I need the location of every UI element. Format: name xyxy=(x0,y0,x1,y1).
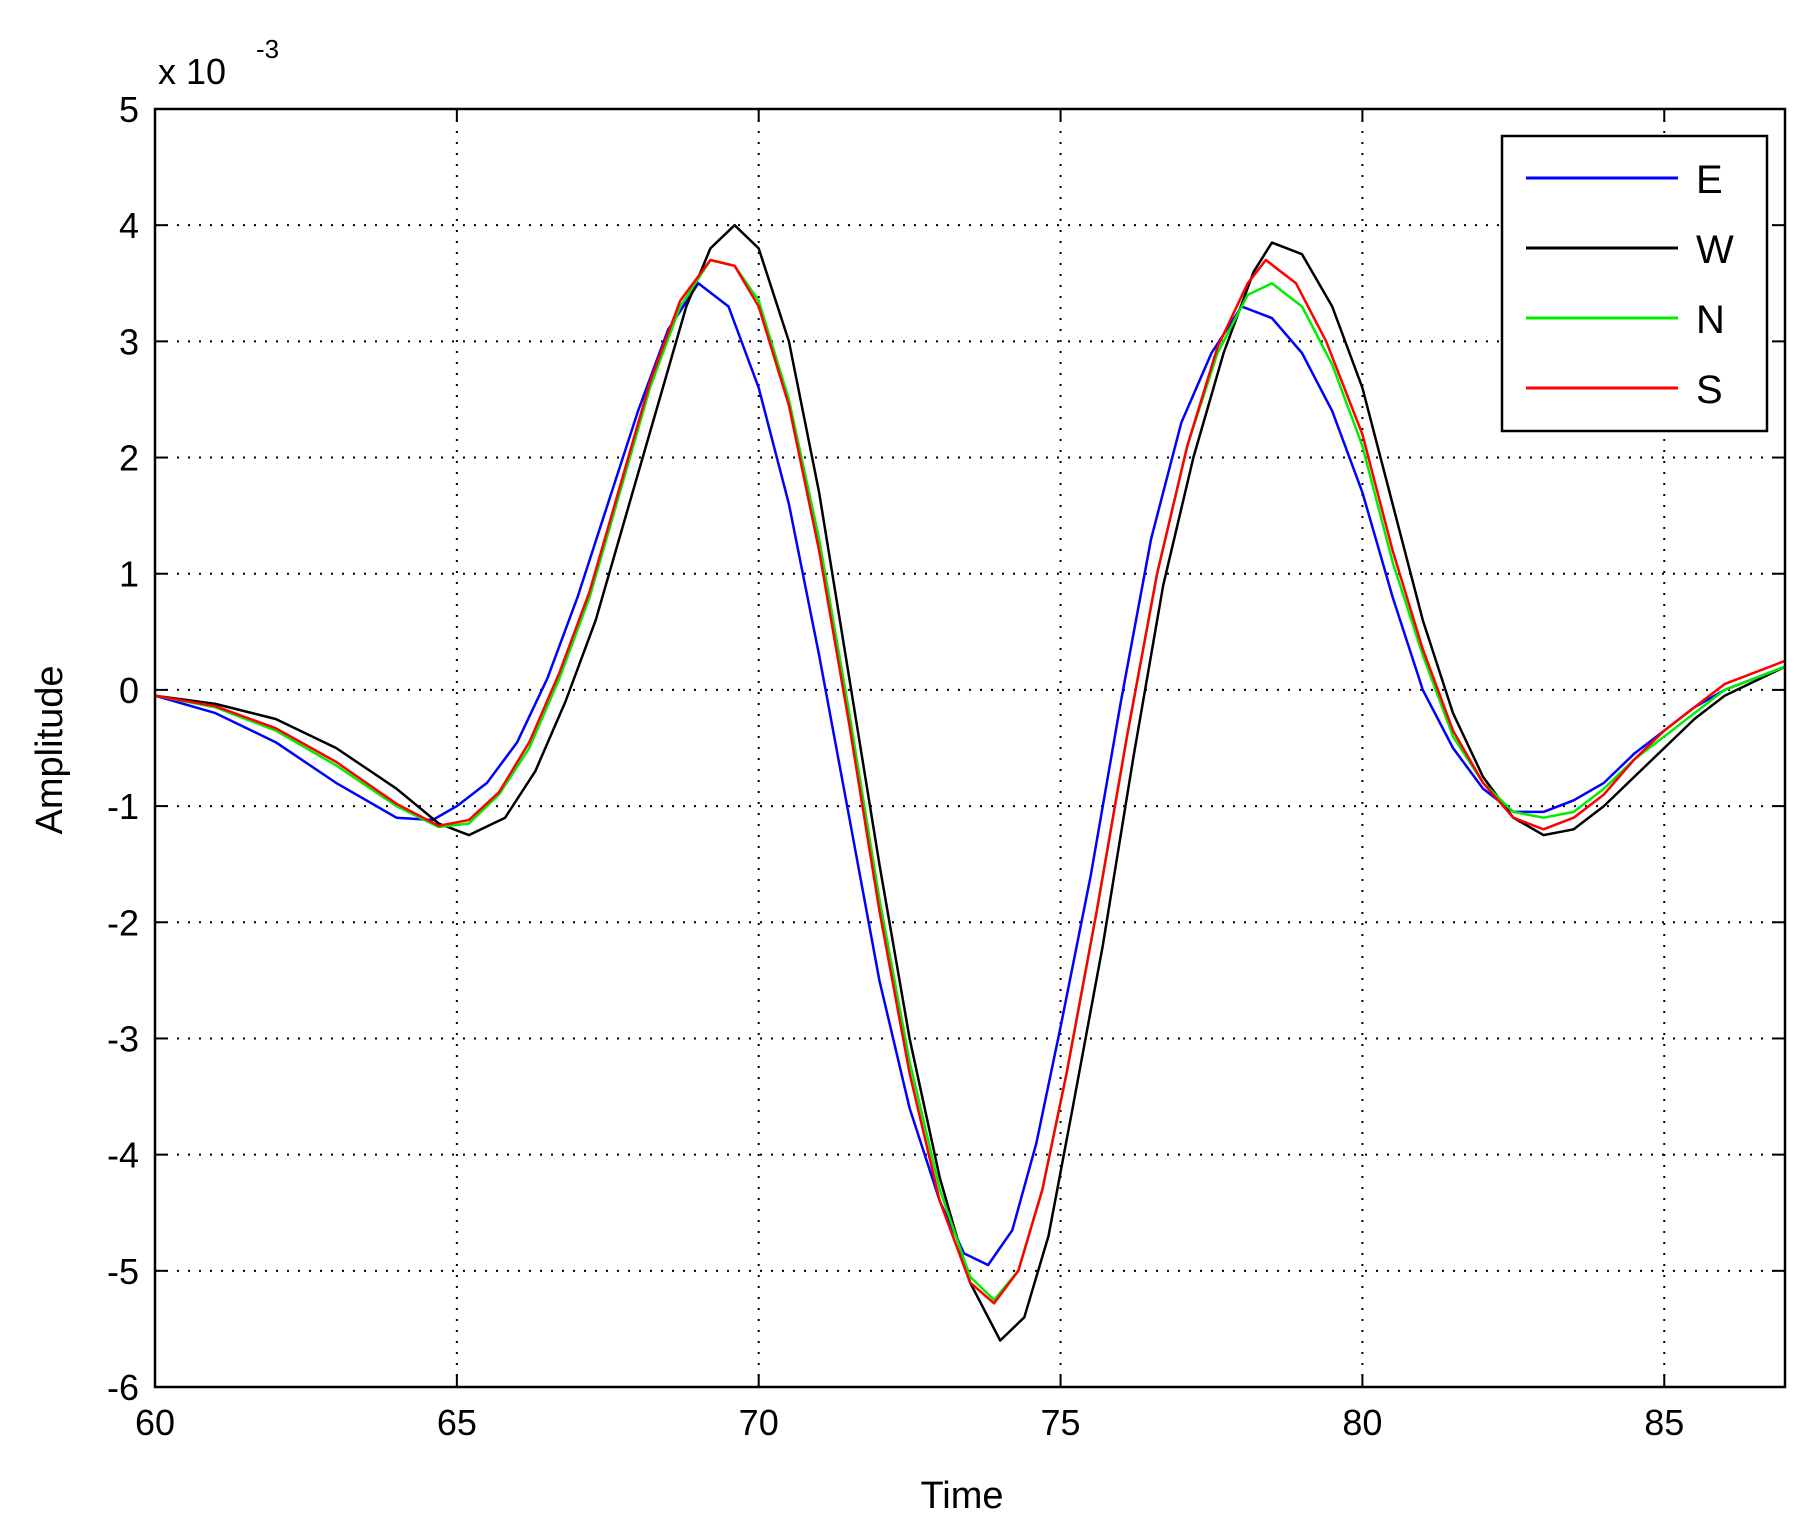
legend-label-S: S xyxy=(1696,368,1723,412)
x-axis-ticks: 60 65 70 75 80 85 xyxy=(135,109,1684,1443)
x-axis-label: Time xyxy=(920,1475,1003,1517)
y-tick-label: 4 xyxy=(119,205,139,246)
y-tick-label: 3 xyxy=(119,321,139,362)
x-tick-label: 70 xyxy=(739,1402,779,1443)
y-tick-label: -6 xyxy=(107,1367,139,1408)
series-group xyxy=(154,223,1786,1342)
y-tick-label: -1 xyxy=(107,786,139,827)
y-tick-label: 0 xyxy=(119,670,139,711)
y-tick-label: 5 xyxy=(119,89,139,130)
y-tick-label: -4 xyxy=(107,1135,139,1176)
y-tick-label: -3 xyxy=(107,1018,139,1059)
y-tick-label: 2 xyxy=(119,438,139,479)
legend-label-W: W xyxy=(1696,228,1734,272)
series-line-S xyxy=(154,258,1786,1305)
y-multiplier-base: x 10 xyxy=(158,51,226,92)
series-line-W xyxy=(154,223,1786,1342)
y-tick-label: -5 xyxy=(107,1251,139,1292)
y-tick-label: 1 xyxy=(119,554,139,595)
x-tick-label: 80 xyxy=(1342,1402,1382,1443)
y-tick-label: -2 xyxy=(107,902,139,943)
x-tick-label: 75 xyxy=(1041,1402,1081,1443)
x-tick-label: 65 xyxy=(437,1402,477,1443)
x-tick-label: 60 xyxy=(135,1402,175,1443)
y-multiplier-exponent: -3 xyxy=(256,34,279,64)
plot-frame xyxy=(153,107,1787,1389)
legend-label-E: E xyxy=(1696,158,1723,202)
y-axis-label: Amplitude xyxy=(29,666,71,835)
y-axis-ticks: 5 4 3 2 1 0 -1 -2 -3 -4 -5 -6 xyxy=(107,89,1785,1408)
legend-box xyxy=(1500,134,1769,433)
x-tick-label: 85 xyxy=(1644,1402,1684,1443)
legend-label-N: N xyxy=(1696,298,1725,342)
